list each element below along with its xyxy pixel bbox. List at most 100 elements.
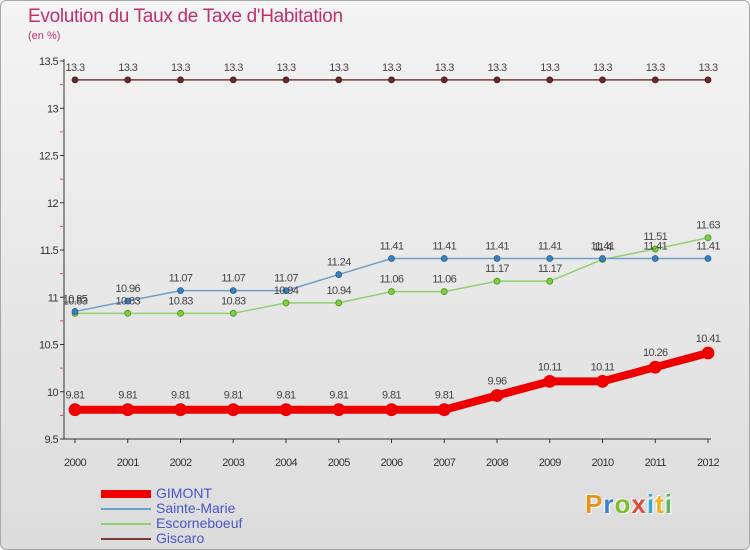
legend-label: Giscaro (156, 530, 205, 546)
data-label-escorneboeuf: 11.4 (593, 241, 612, 253)
data-point-giscaro (546, 76, 554, 84)
data-point-escorneboeuf (493, 277, 501, 285)
data-point-gimont (68, 403, 82, 417)
data-point-escorneboeuf (229, 309, 237, 317)
logo-letter: r (603, 489, 615, 519)
y-tick-label: 10 (47, 387, 59, 399)
data-point-giscaro (71, 76, 79, 84)
data-label-sainte-marie: 11.41 (432, 241, 456, 253)
data-point-sainte-marie (71, 308, 79, 315)
x-tick-label: 2005 (328, 457, 351, 469)
data-label-escorneboeuf: 10.94 (274, 285, 299, 297)
data-label-giscaro: 13.3 (646, 62, 665, 74)
data-point-gimont (701, 346, 715, 360)
logo-letter: i (664, 489, 673, 519)
x-tick-label: 2002 (169, 457, 192, 469)
x-tick-label: 2001 (117, 457, 140, 469)
x-tick-label: 2004 (275, 457, 298, 469)
data-label-gimont: 9.81 (118, 390, 137, 402)
data-label-gimont: 9.81 (65, 390, 84, 402)
y-tick-label: 12 (47, 198, 59, 210)
data-label-sainte-marie: 11.41 (538, 241, 562, 253)
data-point-giscaro (335, 76, 343, 84)
data-label-giscaro: 13.3 (65, 62, 84, 74)
data-label-giscaro: 13.3 (698, 62, 717, 74)
data-label-gimont: 9.81 (224, 390, 243, 402)
proxiti-logo: Proxiti (585, 489, 673, 520)
data-label-giscaro: 13.3 (487, 62, 506, 74)
data-point-gimont (279, 403, 293, 417)
data-label-giscaro: 13.3 (329, 62, 348, 74)
data-point-sainte-marie (124, 297, 132, 305)
data-point-sainte-marie (440, 255, 448, 262)
data-label-escorneboeuf: 10.83 (63, 295, 88, 307)
data-label-sainte-marie: 10.96 (115, 283, 140, 295)
data-label-gimont: 9.81 (276, 390, 295, 402)
data-point-escorneboeuf (651, 245, 659, 253)
data-point-sainte-marie (388, 255, 395, 262)
logo-letter: i (646, 489, 656, 519)
data-label-escorneboeuf: 10.83 (168, 295, 193, 307)
data-point-sainte-marie (704, 255, 712, 262)
data-point-gimont (596, 374, 609, 388)
legend-label: GIMONT (156, 485, 212, 501)
x-tick-label: 2009 (539, 457, 562, 469)
data-point-gimont (385, 403, 398, 417)
data-point-gimont (543, 374, 557, 388)
data-point-giscaro (229, 76, 237, 84)
chart-title: Evolution du Taux de Taxe d'Habitation (28, 6, 343, 27)
data-label-gimont: 10.26 (643, 347, 668, 359)
data-label-gimont: 10.41 (696, 333, 721, 345)
data-label-escorneboeuf: 11.63 (696, 220, 720, 232)
data-label-escorneboeuf: 10.83 (115, 295, 140, 307)
data-label-giscaro: 13.3 (435, 62, 454, 74)
data-label-sainte-marie: 11.41 (643, 241, 667, 253)
data-label-escorneboeuf: 10.94 (326, 285, 351, 297)
x-tick-label: 2010 (591, 457, 614, 469)
y-tick-label: 13 (47, 103, 59, 115)
legend-swatch (101, 508, 151, 510)
data-label-giscaro: 13.3 (118, 62, 137, 74)
data-label-giscaro: 13.3 (171, 62, 190, 74)
legend-label: Escorneboeuf (156, 515, 243, 531)
data-point-giscaro (704, 76, 712, 84)
data-label-giscaro: 13.3 (276, 62, 295, 74)
legend-swatch (101, 490, 151, 498)
data-label-sainte-marie: 11.41 (696, 241, 720, 253)
x-tick-label: 2011 (645, 457, 667, 469)
data-point-giscaro (599, 76, 606, 84)
data-point-gimont (332, 403, 346, 417)
data-label-gimont: 9.81 (382, 390, 401, 402)
chart-subtitle: (en %) (28, 30, 61, 42)
data-label-giscaro: 13.3 (224, 62, 243, 74)
data-label-gimont: 9.81 (171, 390, 190, 402)
y-tick-label: 13.5 (39, 56, 58, 68)
data-label-giscaro: 13.3 (593, 62, 612, 74)
data-point-sainte-marie (229, 287, 237, 295)
data-point-giscaro (388, 76, 395, 84)
data-point-giscaro (282, 76, 290, 84)
data-label-gimont: 9.96 (487, 376, 506, 388)
logo-letter: t (655, 489, 665, 519)
data-point-sainte-marie (282, 287, 290, 295)
data-label-sainte-marie: 10.85 (63, 293, 88, 305)
data-label-sainte-marie: 11.24 (327, 257, 351, 269)
y-tick-label: 11.5 (40, 245, 59, 257)
legend-swatch (101, 538, 151, 540)
data-point-escorneboeuf (335, 299, 343, 307)
legend-label: Sainte-Marie (156, 500, 236, 516)
y-tick-label: 11 (48, 292, 59, 304)
data-label-sainte-marie: 11.41 (591, 241, 615, 253)
data-point-sainte-marie (493, 255, 501, 262)
x-tick-label: 2006 (380, 457, 403, 469)
data-point-escorneboeuf (282, 299, 290, 307)
x-tick-label: 2008 (486, 457, 509, 469)
data-point-escorneboeuf (177, 309, 184, 317)
data-point-escorneboeuf (546, 277, 554, 285)
data-label-sainte-marie: 11.07 (221, 273, 245, 285)
data-label-giscaro: 13.3 (382, 62, 401, 74)
data-label-giscaro: 13.3 (540, 62, 559, 74)
data-point-gimont (648, 360, 662, 374)
